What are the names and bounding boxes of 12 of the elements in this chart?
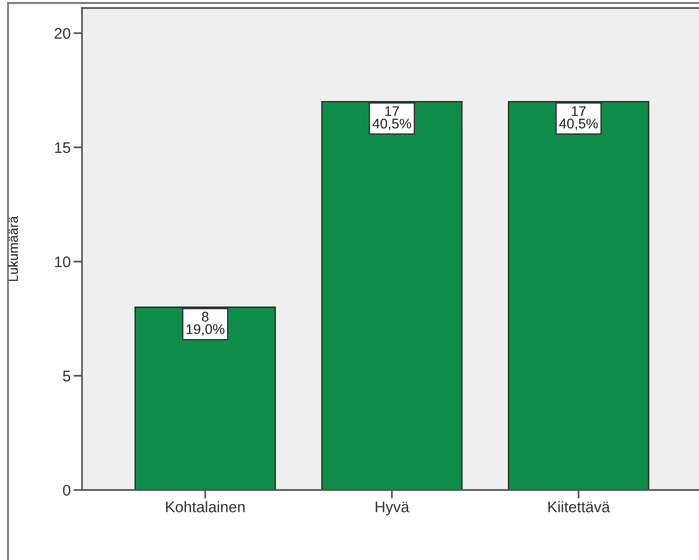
y-tick-label: 10 [55, 256, 70, 268]
x-tick-label: Kohtalainen [166, 501, 245, 512]
x-tick-label: Kiitettävä [548, 501, 610, 512]
data-label: 8 19,0% [186, 312, 224, 336]
x-tick-label: Hyvä [376, 502, 410, 516]
y-tick-label: 0 [62, 484, 70, 496]
y-tick-label: 5 [63, 370, 70, 382]
y-axis-title: Lukumäärä [8, 216, 18, 281]
data-label: 17 40,5% [372, 106, 412, 130]
data-label: 17 40,5% [559, 106, 598, 130]
y-tick-label: 20 [54, 28, 70, 39]
y-tick-label: 15 [55, 142, 70, 154]
